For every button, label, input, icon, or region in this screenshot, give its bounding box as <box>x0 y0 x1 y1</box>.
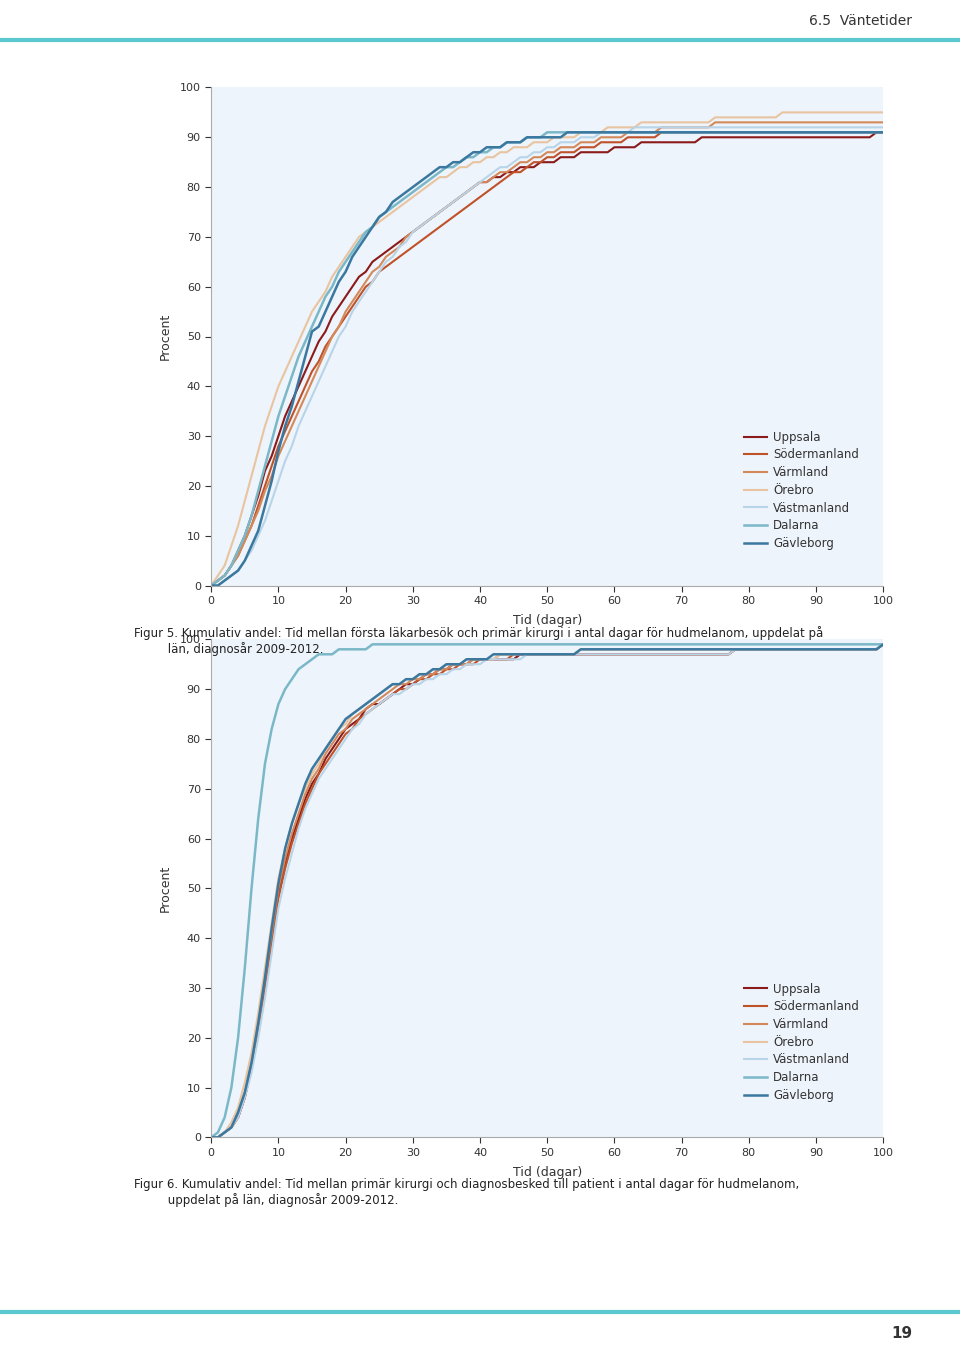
Text: Figur 6. Kumulativ andel: Tid mellan primär kirurgi och diagnosbesked till patie: Figur 6. Kumulativ andel: Tid mellan pri… <box>134 1178 800 1207</box>
Text: 19: 19 <box>891 1326 912 1342</box>
Y-axis label: Procent: Procent <box>158 312 172 361</box>
Legend: Uppsala, Södermanland, Värmland, Örebro, Västmanland, Dalarna, Gävleborg: Uppsala, Södermanland, Värmland, Örebro,… <box>739 425 864 555</box>
Legend: Uppsala, Södermanland, Värmland, Örebro, Västmanland, Dalarna, Gävleborg: Uppsala, Södermanland, Värmland, Örebro,… <box>739 977 864 1106</box>
Text: Figur 5. Kumulativ andel: Tid mellan första läkarbesök och primär kirurgi i anta: Figur 5. Kumulativ andel: Tid mellan för… <box>134 626 824 656</box>
Text: 6.5  Väntetider: 6.5 Väntetider <box>809 15 912 28</box>
X-axis label: Tid (dagar): Tid (dagar) <box>513 1166 582 1179</box>
Y-axis label: Procent: Procent <box>158 864 172 913</box>
X-axis label: Tid (dagar): Tid (dagar) <box>513 614 582 627</box>
